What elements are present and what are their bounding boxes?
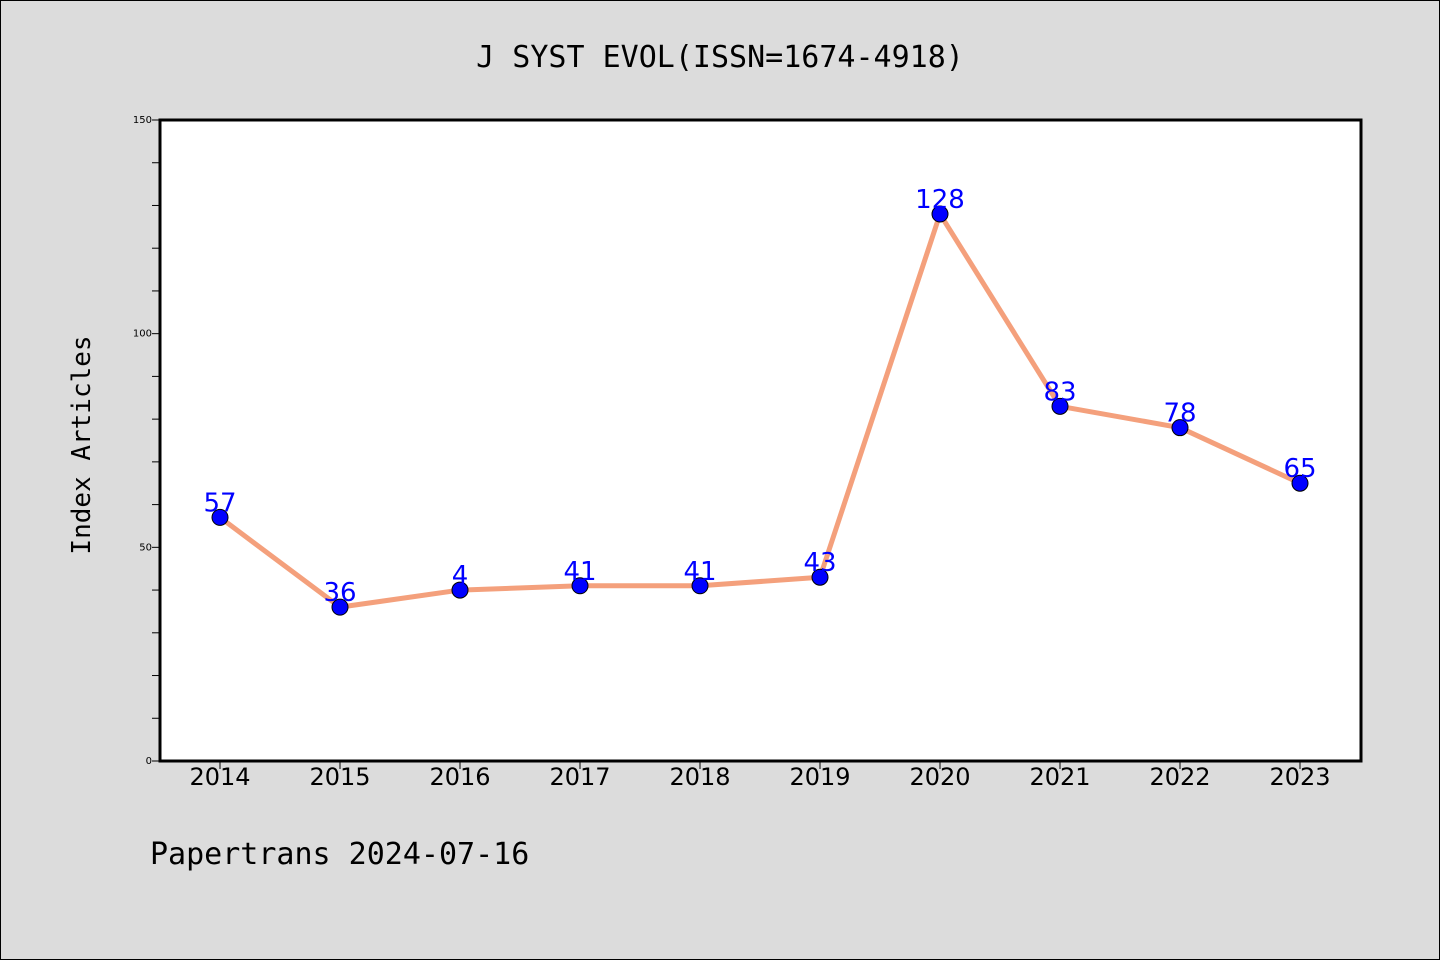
data-point — [451, 581, 469, 599]
data-label: 57 — [203, 488, 236, 518]
data-point — [211, 508, 229, 526]
x-tick-label: 2022 — [1149, 763, 1210, 791]
data-label: 36 — [323, 578, 356, 608]
x-tick-label: 2019 — [789, 763, 850, 791]
data-point — [931, 205, 949, 223]
x-axis-ticks: 2014 2015 2016 2017 2018 2019 2020 2021 2022 2023 — [189, 761, 1331, 791]
data-point — [1291, 474, 1309, 492]
series-line-group — [217, 211, 1303, 610]
x-tick-label: 2017 — [549, 763, 610, 791]
x-tick-label: 2016 — [429, 763, 490, 791]
data-point — [571, 577, 589, 595]
y-axis-label: Index Articles — [67, 335, 97, 554]
x-tick-label: 2020 — [909, 763, 970, 791]
data-point — [331, 598, 349, 616]
data-label: 41 — [563, 557, 596, 587]
x-tick-label: 2014 — [189, 763, 250, 791]
y-axis-ticks: 0 50 100 150 — [133, 115, 160, 767]
data-label: 78 — [1163, 399, 1196, 429]
x-tick-label: 2023 — [1269, 763, 1330, 791]
x-tick-label: 2018 — [669, 763, 730, 791]
series-line — [217, 211, 1303, 610]
y-tick-label: 150 — [133, 115, 152, 126]
data-label: 65 — [1283, 454, 1316, 484]
data-markers — [211, 205, 1309, 616]
data-label: 128 — [915, 185, 965, 215]
x-tick-label: 2021 — [1029, 763, 1090, 791]
data-label: 43 — [803, 548, 836, 578]
plot-area — [160, 120, 1361, 761]
data-point — [811, 568, 829, 586]
data-label: 83 — [1043, 377, 1076, 407]
chart-title: J SYST EVOL(ISSN=1674-4918) — [476, 40, 964, 75]
data-label: 41 — [683, 557, 716, 587]
plot-border — [158, 118, 1363, 763]
x-tick-label: 2015 — [309, 763, 370, 791]
footer-stamp: Papertrans 2024-07-16 — [150, 837, 529, 872]
data-point — [1051, 397, 1069, 415]
data-point — [691, 577, 709, 595]
y-tick-label: 100 — [133, 329, 152, 340]
y-tick-label: 50 — [139, 542, 152, 553]
y-tick-label: 0 — [146, 756, 152, 767]
data-point — [1171, 419, 1189, 437]
data-labels: 57 36 4 41 41 43 128 83 78 65 — [203, 185, 1316, 608]
data-label: 4 — [452, 561, 469, 591]
